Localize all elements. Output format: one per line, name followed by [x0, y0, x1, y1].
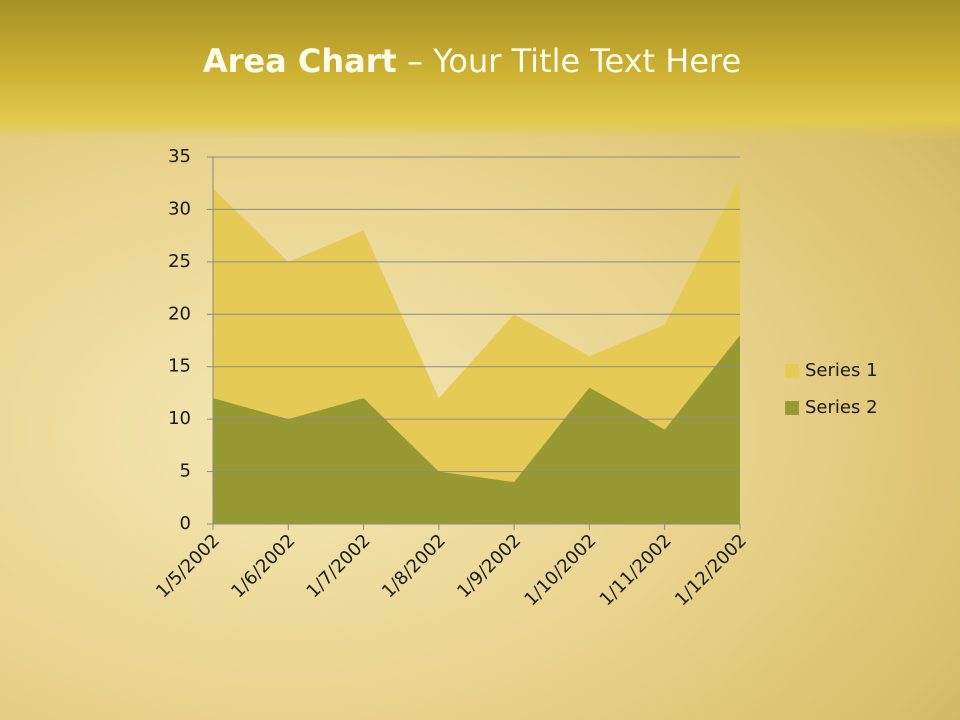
x-tick-label: 1/10/2002: [520, 530, 600, 610]
title-rest: – Your Title Text Here: [397, 42, 741, 80]
x-tick-label: 1/7/2002: [303, 530, 375, 602]
x-tick-label: 1/11/2002: [596, 530, 676, 610]
y-tick-label: 0: [180, 513, 191, 534]
legend-swatch: [785, 364, 799, 378]
x-tick-label: 1/9/2002: [453, 530, 525, 602]
legend-label: Series 1: [805, 360, 878, 381]
legend-swatch: [785, 401, 799, 415]
x-tick-label: 1/8/2002: [378, 530, 450, 602]
y-tick-label: 5: [180, 461, 191, 482]
x-tick-label: 1/12/2002: [671, 530, 751, 610]
y-tick-label: 20: [168, 303, 191, 324]
y-tick-label: 25: [168, 251, 191, 272]
title-band: [0, 0, 960, 140]
y-tick-label: 30: [168, 198, 191, 219]
title-bold: Area Chart: [203, 42, 397, 80]
y-tick-label: 35: [168, 146, 191, 167]
x-tick-label: 1/6/2002: [227, 530, 299, 602]
area: [213, 335, 740, 524]
legend-label: Series 2: [805, 397, 878, 418]
y-tick-label: 10: [168, 408, 191, 429]
y-tick-label: 15: [168, 356, 191, 377]
slide-title: Area Chart – Your Title Text Here: [203, 42, 741, 80]
x-tick-label: 1/5/2002: [152, 530, 224, 602]
